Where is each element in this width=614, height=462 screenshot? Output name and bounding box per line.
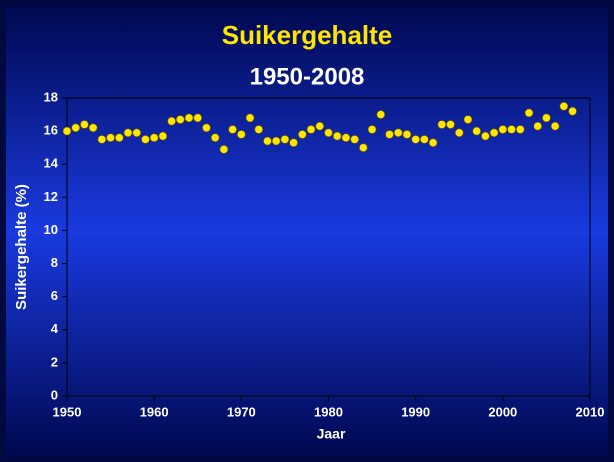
y-axis-label: Suikergehalte (%) <box>13 184 30 310</box>
point <box>463 115 473 124</box>
point <box>446 120 455 129</box>
point <box>437 120 447 129</box>
point <box>481 131 490 141</box>
point <box>515 125 525 134</box>
point <box>88 123 98 133</box>
point <box>411 135 420 144</box>
point <box>507 125 516 134</box>
y-tick-label: 12 <box>44 189 58 204</box>
y-tick-label: 18 <box>44 89 58 104</box>
x-tick-label: 1980 <box>314 404 343 419</box>
y-tick-label: 8 <box>51 255 58 270</box>
y-tick-label: 10 <box>44 222 58 237</box>
point <box>324 128 333 138</box>
y-tick-label: 2 <box>51 354 58 369</box>
point <box>332 131 342 141</box>
point <box>62 126 72 136</box>
point <box>393 128 403 138</box>
background <box>6 6 608 456</box>
x-tick-label: 1960 <box>140 404 169 419</box>
point <box>280 135 290 144</box>
y-tick-label: 16 <box>44 123 58 138</box>
point <box>106 133 115 143</box>
point <box>263 136 272 146</box>
point <box>306 125 316 134</box>
point <box>559 101 569 111</box>
point <box>176 115 185 124</box>
y-tick-label: 0 <box>51 387 58 402</box>
x-tick-label: 2000 <box>488 404 517 419</box>
chart-title: Suikergehalte <box>222 20 393 50</box>
point <box>237 130 246 139</box>
point <box>454 128 464 138</box>
y-tick-label: 14 <box>44 156 59 171</box>
point <box>341 133 351 143</box>
point <box>167 116 176 126</box>
point <box>132 128 142 138</box>
y-tick-label: 4 <box>51 321 59 336</box>
x-tick-label: 2010 <box>576 404 605 419</box>
point <box>489 128 499 138</box>
point <box>315 121 325 131</box>
point <box>402 130 412 139</box>
point <box>568 106 577 116</box>
point <box>80 120 89 129</box>
point <box>550 121 560 131</box>
point <box>193 113 203 123</box>
point <box>141 135 150 144</box>
point <box>202 123 211 133</box>
point <box>219 145 229 154</box>
point <box>472 126 481 136</box>
x-tick-label: 1990 <box>401 404 430 419</box>
point <box>271 136 281 146</box>
point <box>542 113 551 123</box>
point <box>376 110 386 119</box>
point <box>245 113 255 123</box>
point <box>289 138 298 147</box>
point <box>367 125 377 134</box>
point <box>184 113 194 123</box>
point <box>359 143 368 152</box>
point <box>385 130 394 139</box>
point <box>210 133 220 143</box>
chart-subtitle: 1950-2008 <box>250 63 365 90</box>
x-tick-label: 1950 <box>53 404 82 419</box>
point <box>428 138 438 147</box>
point <box>524 108 534 118</box>
point <box>228 125 237 134</box>
point <box>498 125 508 134</box>
point <box>149 133 159 143</box>
point <box>71 123 81 133</box>
point <box>533 121 543 131</box>
point <box>97 135 107 144</box>
point <box>420 135 429 144</box>
point <box>123 128 133 138</box>
point <box>158 131 168 141</box>
point <box>254 125 264 134</box>
y-tick-label: 6 <box>51 288 58 303</box>
x-tick-label: 1970 <box>227 404 256 419</box>
x-axis-label: Jaar <box>317 426 346 442</box>
point <box>350 135 359 144</box>
point <box>298 130 307 139</box>
point <box>115 133 124 143</box>
